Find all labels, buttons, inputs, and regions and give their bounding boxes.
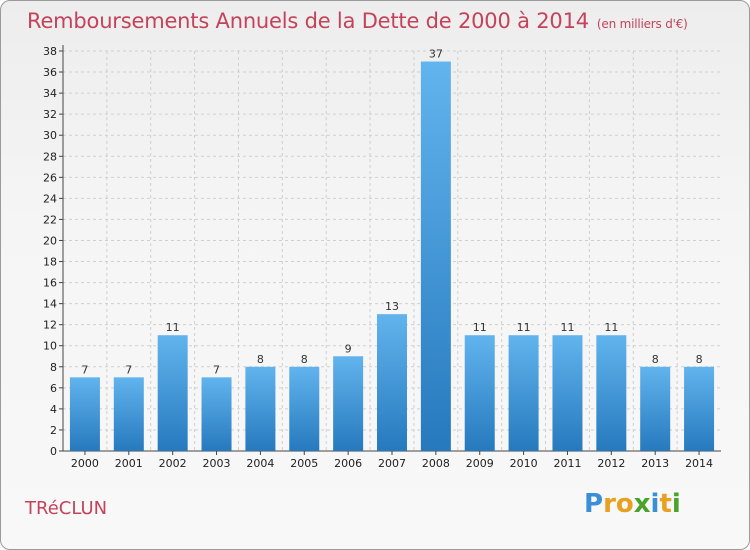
y-tick-label: 18 bbox=[43, 256, 57, 269]
x-tick-label-2004: 2004 bbox=[246, 457, 274, 470]
y-tick-label: 30 bbox=[43, 129, 57, 142]
data-label-2008: 37 bbox=[429, 48, 443, 61]
logo-letter: t bbox=[659, 489, 672, 519]
bar-2013[interactable] bbox=[640, 366, 671, 451]
proxiti-logo[interactable]: Proxiti bbox=[584, 489, 681, 519]
bar-2002[interactable] bbox=[157, 335, 188, 451]
x-tick-label-2008: 2008 bbox=[422, 457, 450, 470]
logo-letter: r bbox=[603, 489, 616, 519]
y-tick-label: 0 bbox=[50, 445, 57, 458]
bar-2005[interactable] bbox=[289, 366, 320, 451]
bars bbox=[69, 61, 715, 452]
y-tick-label: 16 bbox=[43, 277, 57, 290]
bar-2011[interactable] bbox=[552, 335, 583, 451]
x-tick-label-2001: 2001 bbox=[115, 457, 143, 470]
data-label-2007: 13 bbox=[385, 300, 399, 313]
y-tick-label: 2 bbox=[50, 424, 57, 437]
data-label-2011: 11 bbox=[560, 321, 574, 334]
bar-2003[interactable] bbox=[201, 377, 232, 451]
x-tick-label-2005: 2005 bbox=[290, 457, 318, 470]
x-tick-label-2010: 2010 bbox=[510, 457, 538, 470]
x-tick-label-2002: 2002 bbox=[159, 457, 187, 470]
x-tick-label-2012: 2012 bbox=[597, 457, 625, 470]
x-tick-label-2007: 2007 bbox=[378, 457, 406, 470]
bar-2008[interactable] bbox=[420, 61, 451, 452]
chart-title: Remboursements Annuels de la Dette de 20… bbox=[27, 9, 688, 33]
data-label-2010: 11 bbox=[517, 321, 531, 334]
x-tick-label-2003: 2003 bbox=[203, 457, 231, 470]
logo-letter: x bbox=[633, 489, 651, 519]
logo-letter: P bbox=[584, 489, 604, 519]
chart-unit: (en milliers d'€) bbox=[596, 17, 688, 31]
bar-2004[interactable] bbox=[245, 366, 276, 451]
y-tick-label: 38 bbox=[43, 45, 57, 58]
y-tick-label: 36 bbox=[43, 66, 57, 79]
x-tick-label-2009: 2009 bbox=[466, 457, 494, 470]
y-tick-label: 6 bbox=[50, 382, 57, 395]
bar-2006[interactable] bbox=[333, 356, 364, 451]
data-label-2003: 7 bbox=[213, 363, 220, 376]
y-tick-label: 24 bbox=[43, 192, 57, 205]
bar-2000[interactable] bbox=[69, 377, 100, 451]
bar-2010[interactable] bbox=[508, 335, 539, 451]
y-tick-label: 20 bbox=[43, 234, 57, 247]
bar-2014[interactable] bbox=[684, 366, 715, 451]
data-label-2013: 8 bbox=[652, 353, 659, 366]
x-tick-label-2006: 2006 bbox=[334, 457, 362, 470]
y-tick-label: 10 bbox=[43, 340, 57, 353]
data-label-2001: 7 bbox=[125, 363, 132, 376]
data-label-2009: 11 bbox=[473, 321, 487, 334]
data-label-2014: 8 bbox=[696, 353, 703, 366]
bar-2007[interactable] bbox=[377, 314, 407, 451]
labels: 7 7 11 7 8 8 9 13 37 11 11 11 11 8 8 bbox=[81, 48, 702, 377]
y-tick-label: 4 bbox=[50, 403, 57, 416]
x-tick-label-2014: 2014 bbox=[685, 457, 713, 470]
title-text: Remboursements Annuels de la Dette de 20… bbox=[27, 9, 589, 33]
data-label-2005: 8 bbox=[301, 353, 308, 366]
x-tick-label-2013: 2013 bbox=[641, 457, 669, 470]
data-label-2012: 11 bbox=[604, 321, 618, 334]
data-label-2000: 7 bbox=[81, 363, 88, 376]
y-tick-label: 12 bbox=[43, 319, 57, 332]
bar-2001[interactable] bbox=[113, 377, 144, 451]
logo-letter: i bbox=[671, 489, 681, 519]
bar-2012[interactable] bbox=[596, 335, 627, 451]
x-tick-label-2011: 2011 bbox=[553, 457, 581, 470]
y-tick-label: 22 bbox=[43, 213, 57, 226]
bar-2009[interactable] bbox=[464, 335, 495, 451]
y-tick-label: 8 bbox=[50, 361, 57, 374]
commune-name: TRéCLUN bbox=[25, 498, 108, 519]
logo-letter: o bbox=[615, 489, 634, 519]
data-label-2004: 8 bbox=[257, 353, 264, 366]
data-label-2002: 11 bbox=[166, 321, 180, 334]
x-tick-label-2000: 2000 bbox=[71, 457, 99, 470]
y-tick-label: 26 bbox=[43, 171, 57, 184]
y-tick-label: 28 bbox=[43, 150, 57, 163]
logo-letter: i bbox=[650, 489, 660, 519]
y-tick-label: 14 bbox=[43, 298, 57, 311]
y-tick-label: 34 bbox=[43, 87, 57, 100]
y-tick-label: 32 bbox=[43, 108, 57, 121]
data-label-2006: 9 bbox=[345, 342, 352, 355]
